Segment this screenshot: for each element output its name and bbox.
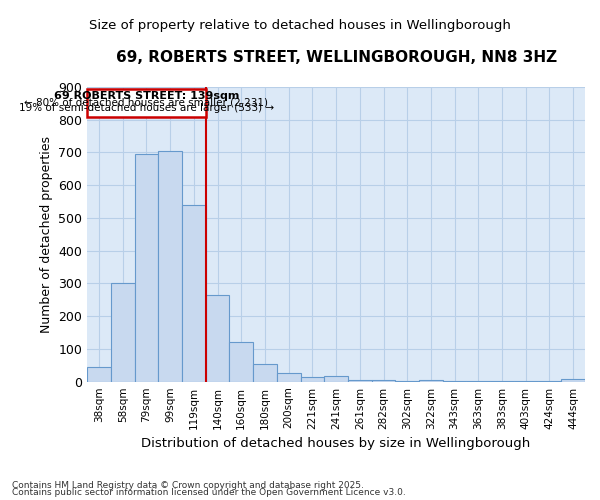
Bar xyxy=(466,381,490,382)
Bar xyxy=(87,367,111,382)
X-axis label: Distribution of detached houses by size in Wellingborough: Distribution of detached houses by size … xyxy=(142,437,531,450)
Bar xyxy=(348,380,371,382)
Text: 19% of semi-detached houses are larger (533) →: 19% of semi-detached houses are larger (… xyxy=(19,103,274,113)
Bar xyxy=(182,205,206,382)
Bar xyxy=(277,372,301,382)
Bar xyxy=(443,381,466,382)
FancyBboxPatch shape xyxy=(87,90,206,117)
Bar xyxy=(490,381,514,382)
Bar xyxy=(324,376,348,382)
Text: Contains HM Land Registry data © Crown copyright and database right 2025.: Contains HM Land Registry data © Crown c… xyxy=(12,480,364,490)
Text: Size of property relative to detached houses in Wellingborough: Size of property relative to detached ho… xyxy=(89,20,511,32)
Bar xyxy=(371,380,395,382)
Text: ← 80% of detached houses are smaller (2,231): ← 80% of detached houses are smaller (2,… xyxy=(25,97,268,107)
Text: 69 ROBERTS STREET: 139sqm: 69 ROBERTS STREET: 139sqm xyxy=(54,92,239,102)
Bar xyxy=(419,380,443,382)
Bar xyxy=(561,380,585,382)
Bar xyxy=(538,381,561,382)
Bar xyxy=(301,377,324,382)
Bar xyxy=(111,284,134,382)
Text: Contains public sector information licensed under the Open Government Licence v3: Contains public sector information licen… xyxy=(12,488,406,497)
Bar xyxy=(395,380,419,382)
Bar xyxy=(158,151,182,382)
Title: 69, ROBERTS STREET, WELLINGBOROUGH, NN8 3HZ: 69, ROBERTS STREET, WELLINGBOROUGH, NN8 … xyxy=(116,50,557,65)
Y-axis label: Number of detached properties: Number of detached properties xyxy=(40,136,53,333)
Bar xyxy=(206,295,229,382)
Bar xyxy=(229,342,253,382)
Bar xyxy=(134,154,158,382)
Bar xyxy=(253,364,277,382)
